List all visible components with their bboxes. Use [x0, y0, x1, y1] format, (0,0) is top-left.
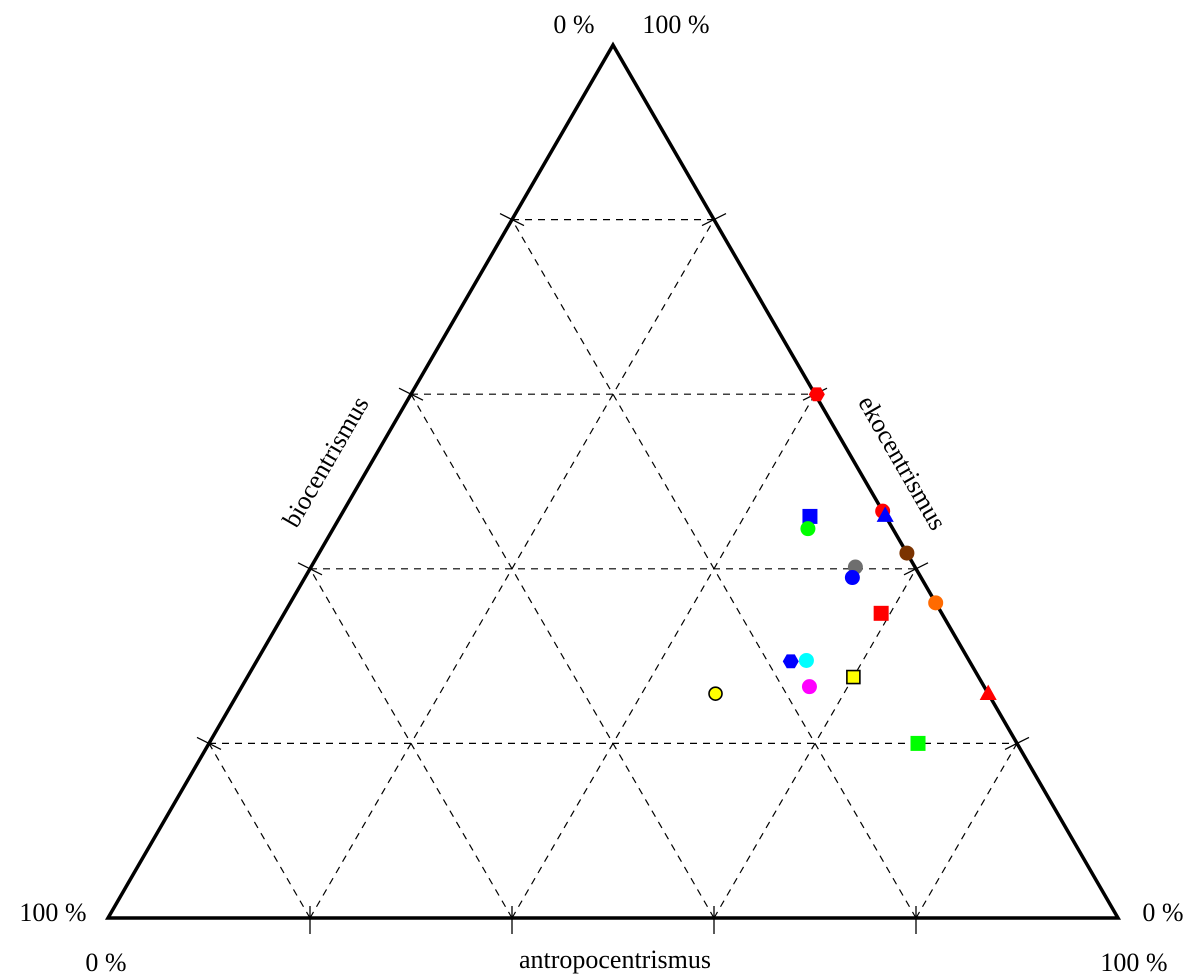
- triangle-frame: [104, 41, 1122, 920]
- data-point-circle: [928, 595, 944, 611]
- data-point-circle: [798, 652, 814, 668]
- axis-label-ekocentrismus: ekocentrismus: [852, 390, 952, 535]
- corner-label-left-a: 100 %: [19, 898, 86, 927]
- corner-label-right-b: 100 %: [1100, 948, 1167, 977]
- data-point-circle: [844, 570, 860, 586]
- data-point-circle: [801, 679, 817, 695]
- corner-label-left-b: 0 %: [85, 948, 126, 977]
- data-point-circle: [708, 686, 723, 701]
- data-point-square: [910, 735, 926, 751]
- grid-line-right-parallel: [410, 393, 715, 919]
- grid-line-left-parallel: [915, 743, 1018, 919]
- data-point-circle: [899, 545, 915, 561]
- grid-line-right-parallel: [208, 743, 311, 919]
- data-point-hexagon: [808, 387, 825, 402]
- axis-label-biocentrismus: biocentrismus: [277, 391, 375, 532]
- grid-lines: [208, 219, 1018, 919]
- data-point-triangle: [876, 506, 894, 522]
- grid-line-right-parallel: [309, 568, 513, 919]
- grid-line-left-parallel: [511, 393, 816, 919]
- corner-label-top-left: 0 %: [553, 10, 594, 39]
- grid-line-left-parallel: [713, 568, 917, 919]
- data-points: [708, 387, 997, 751]
- data-point-triangle: [979, 684, 997, 700]
- data-point-square: [873, 605, 889, 621]
- corner-label-right-a: 0 %: [1142, 898, 1183, 927]
- axis-label-antropocentrismus: antropocentrismus: [519, 945, 711, 974]
- corner-label-top-right: 100 %: [642, 10, 709, 39]
- data-point-square: [802, 508, 818, 524]
- data-point-square: [846, 669, 861, 685]
- axis-ticks: [196, 213, 1030, 934]
- data-point-circle: [800, 521, 816, 537]
- data-point-hexagon: [782, 654, 799, 669]
